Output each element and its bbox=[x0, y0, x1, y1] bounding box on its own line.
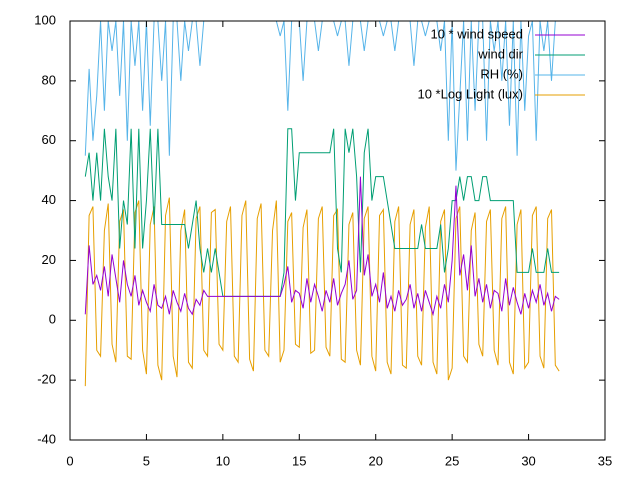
y-tick-label: 40 bbox=[42, 192, 56, 207]
plot-area bbox=[84, 21, 560, 387]
x-tick-label: 5 bbox=[143, 453, 150, 468]
series-line bbox=[84, 176, 560, 317]
x-tick-label: 30 bbox=[521, 453, 535, 468]
y-tick-label: 0 bbox=[49, 312, 56, 327]
legend-label: 10 * wind speed bbox=[430, 26, 523, 41]
y-tick-label: 60 bbox=[42, 132, 56, 147]
x-tick-label: 20 bbox=[368, 453, 382, 468]
y-tick-label: 80 bbox=[42, 72, 56, 87]
x-tick-label: 35 bbox=[598, 453, 612, 468]
legend-label: wind dir bbox=[477, 46, 523, 61]
x-tick-label: 25 bbox=[445, 453, 459, 468]
x-tick-label: 10 bbox=[216, 453, 230, 468]
legend-label: RH (%) bbox=[480, 66, 523, 81]
legend-label: 10 *Log Light (lux) bbox=[417, 86, 523, 101]
series-line bbox=[84, 21, 560, 171]
plot-border bbox=[69, 20, 606, 441]
x-tick-label: 15 bbox=[292, 453, 306, 468]
y-tick-label: -20 bbox=[37, 372, 56, 387]
y-tick-label: -40 bbox=[37, 431, 56, 446]
series-line bbox=[84, 128, 560, 297]
y-tick-label: 20 bbox=[42, 252, 56, 267]
y-tick-label: 100 bbox=[34, 12, 56, 27]
x-tick-label: 0 bbox=[66, 453, 73, 468]
series-line bbox=[84, 197, 560, 387]
